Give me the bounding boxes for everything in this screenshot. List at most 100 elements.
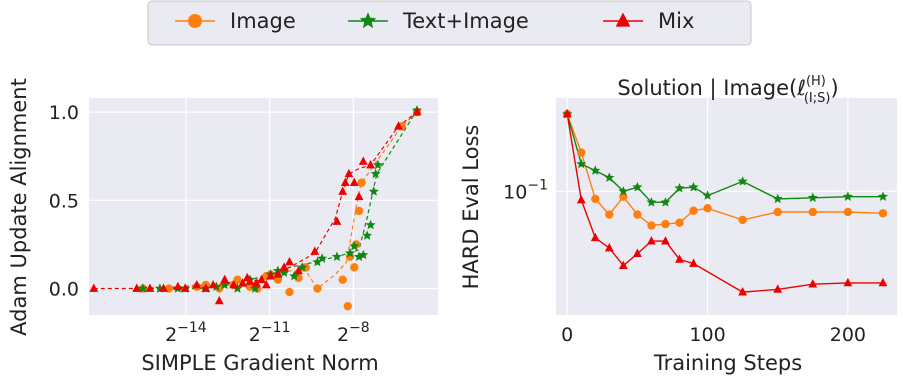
left-point-text-image xyxy=(331,251,342,261)
left-point-mix xyxy=(366,160,376,169)
right-point-image xyxy=(773,207,782,217)
right-point-image xyxy=(633,210,642,219)
legend-star-marker xyxy=(359,12,377,29)
right-point-image xyxy=(808,207,818,217)
right-x-tick-label: 100 xyxy=(689,324,725,346)
right-point-image xyxy=(591,194,600,204)
right-point-mix xyxy=(689,258,698,267)
right-point-mix xyxy=(647,236,656,245)
title-superscript: (H) xyxy=(806,74,826,89)
left-point-mix xyxy=(238,278,248,287)
left-y-axis-label: Adam Update Alignment xyxy=(7,78,31,336)
right-point-text-image xyxy=(807,192,818,202)
left-point-text-image xyxy=(297,262,308,272)
left-trend-image xyxy=(142,111,418,290)
right-point-text-image xyxy=(646,197,657,207)
left-point-mix xyxy=(273,269,283,278)
right-point-mix xyxy=(576,194,586,204)
right-point-mix xyxy=(843,277,853,287)
left-point-text-image xyxy=(279,267,290,277)
left-point-mix xyxy=(412,107,422,116)
right-point-mix xyxy=(618,260,628,269)
left-point-mix xyxy=(208,279,218,289)
left-point-mix xyxy=(394,121,403,130)
left-point-mix xyxy=(261,279,271,289)
left-point-mix xyxy=(132,283,142,292)
left-x-tick-label: 2−8 xyxy=(337,320,370,346)
left-point-mix xyxy=(220,274,230,284)
right-x-tick-label: 200 xyxy=(830,324,866,346)
legend-frame xyxy=(147,0,752,46)
left-point-image xyxy=(357,178,366,187)
left-point-mix xyxy=(229,279,239,289)
legend-triangle-marker xyxy=(615,12,631,27)
right-x-axis-label: Training Steps xyxy=(653,351,802,375)
left-point-mix xyxy=(294,265,303,275)
left-point-image xyxy=(338,275,347,284)
right-point-image xyxy=(878,209,888,218)
right-point-mix xyxy=(632,248,642,257)
left-point-mix xyxy=(173,281,183,291)
left-point-text-image xyxy=(250,283,260,293)
right-point-image xyxy=(647,221,656,230)
right-plot-area xyxy=(556,98,897,315)
left-point-mix xyxy=(279,262,289,271)
left-point-mix xyxy=(145,283,155,292)
right-point-text-image xyxy=(632,182,643,192)
legend-entry-text-image: Text+Image xyxy=(348,9,529,33)
left-point-mix xyxy=(159,283,168,292)
title-base: Solution | Image(ℓ xyxy=(617,76,806,101)
left-point-mix xyxy=(192,279,202,289)
right-point-image xyxy=(577,148,586,157)
legend-label: Image xyxy=(230,9,296,33)
right-point-text-image xyxy=(576,158,587,169)
left-y-tick-label: 1.0 xyxy=(49,102,79,124)
left-point-mix xyxy=(354,191,364,201)
left-point-mix xyxy=(266,271,275,280)
right-point-image xyxy=(605,210,614,219)
left-point-mix xyxy=(332,216,342,225)
left-y-tick-label: 0.5 xyxy=(49,190,79,212)
left-point-mix xyxy=(201,283,211,292)
right-point-text-image xyxy=(842,191,853,201)
legend: Image Text+Image Mix xyxy=(147,0,752,46)
right-point-text-image xyxy=(688,182,699,192)
right-y-axis-label: HARD Eval Loss xyxy=(459,125,483,290)
left-point-text-image xyxy=(362,230,373,240)
right-point-image xyxy=(675,218,684,227)
right-point-text-image xyxy=(674,183,685,193)
left-x-tick-label: 2−14 xyxy=(165,320,207,346)
right-line-text-image xyxy=(566,113,883,204)
right-point-text-image xyxy=(604,172,615,182)
left-point-text-image xyxy=(219,279,230,290)
left-point-image xyxy=(285,287,294,297)
right-point-text-image xyxy=(737,176,748,186)
left-point-text-image xyxy=(154,283,165,293)
left-point-image xyxy=(354,206,364,216)
left-point-image xyxy=(350,263,359,272)
right-point-mix xyxy=(773,284,783,293)
left-point-text-image xyxy=(349,240,360,251)
legend-entry-image: Image xyxy=(175,9,296,33)
legend-circle-marker xyxy=(188,14,202,28)
title-subscript: (I;S) xyxy=(804,91,831,106)
left-point-mix xyxy=(245,276,255,285)
right-point-image xyxy=(703,204,712,213)
left-point-image xyxy=(343,301,352,311)
left-point-text-image xyxy=(354,251,364,261)
left-panel: 2−14 2−11 2−8 0.0 0.5 1.0 SIMPLE Gradient Nor… xyxy=(7,78,438,375)
right-chart-title: Solution | Image(ℓ(H) (I;S)) xyxy=(617,74,838,106)
legend-label: Text+Image xyxy=(402,9,529,33)
left-point-mix xyxy=(180,283,190,292)
right-line-image xyxy=(566,113,884,227)
left-point-image xyxy=(233,275,242,284)
right-point-text-image xyxy=(660,197,671,207)
left-point-mix xyxy=(344,168,354,178)
right-point-image xyxy=(689,206,698,215)
right-point-mix xyxy=(604,243,614,252)
right-point-mix xyxy=(675,254,684,263)
right-point-image xyxy=(738,215,747,225)
right-point-mix xyxy=(738,287,748,296)
left-point-text-image xyxy=(370,168,381,179)
